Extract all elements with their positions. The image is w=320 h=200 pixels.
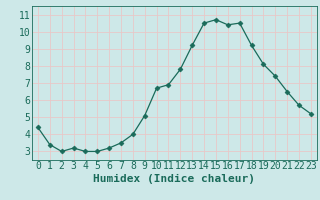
X-axis label: Humidex (Indice chaleur): Humidex (Indice chaleur) (93, 174, 255, 184)
